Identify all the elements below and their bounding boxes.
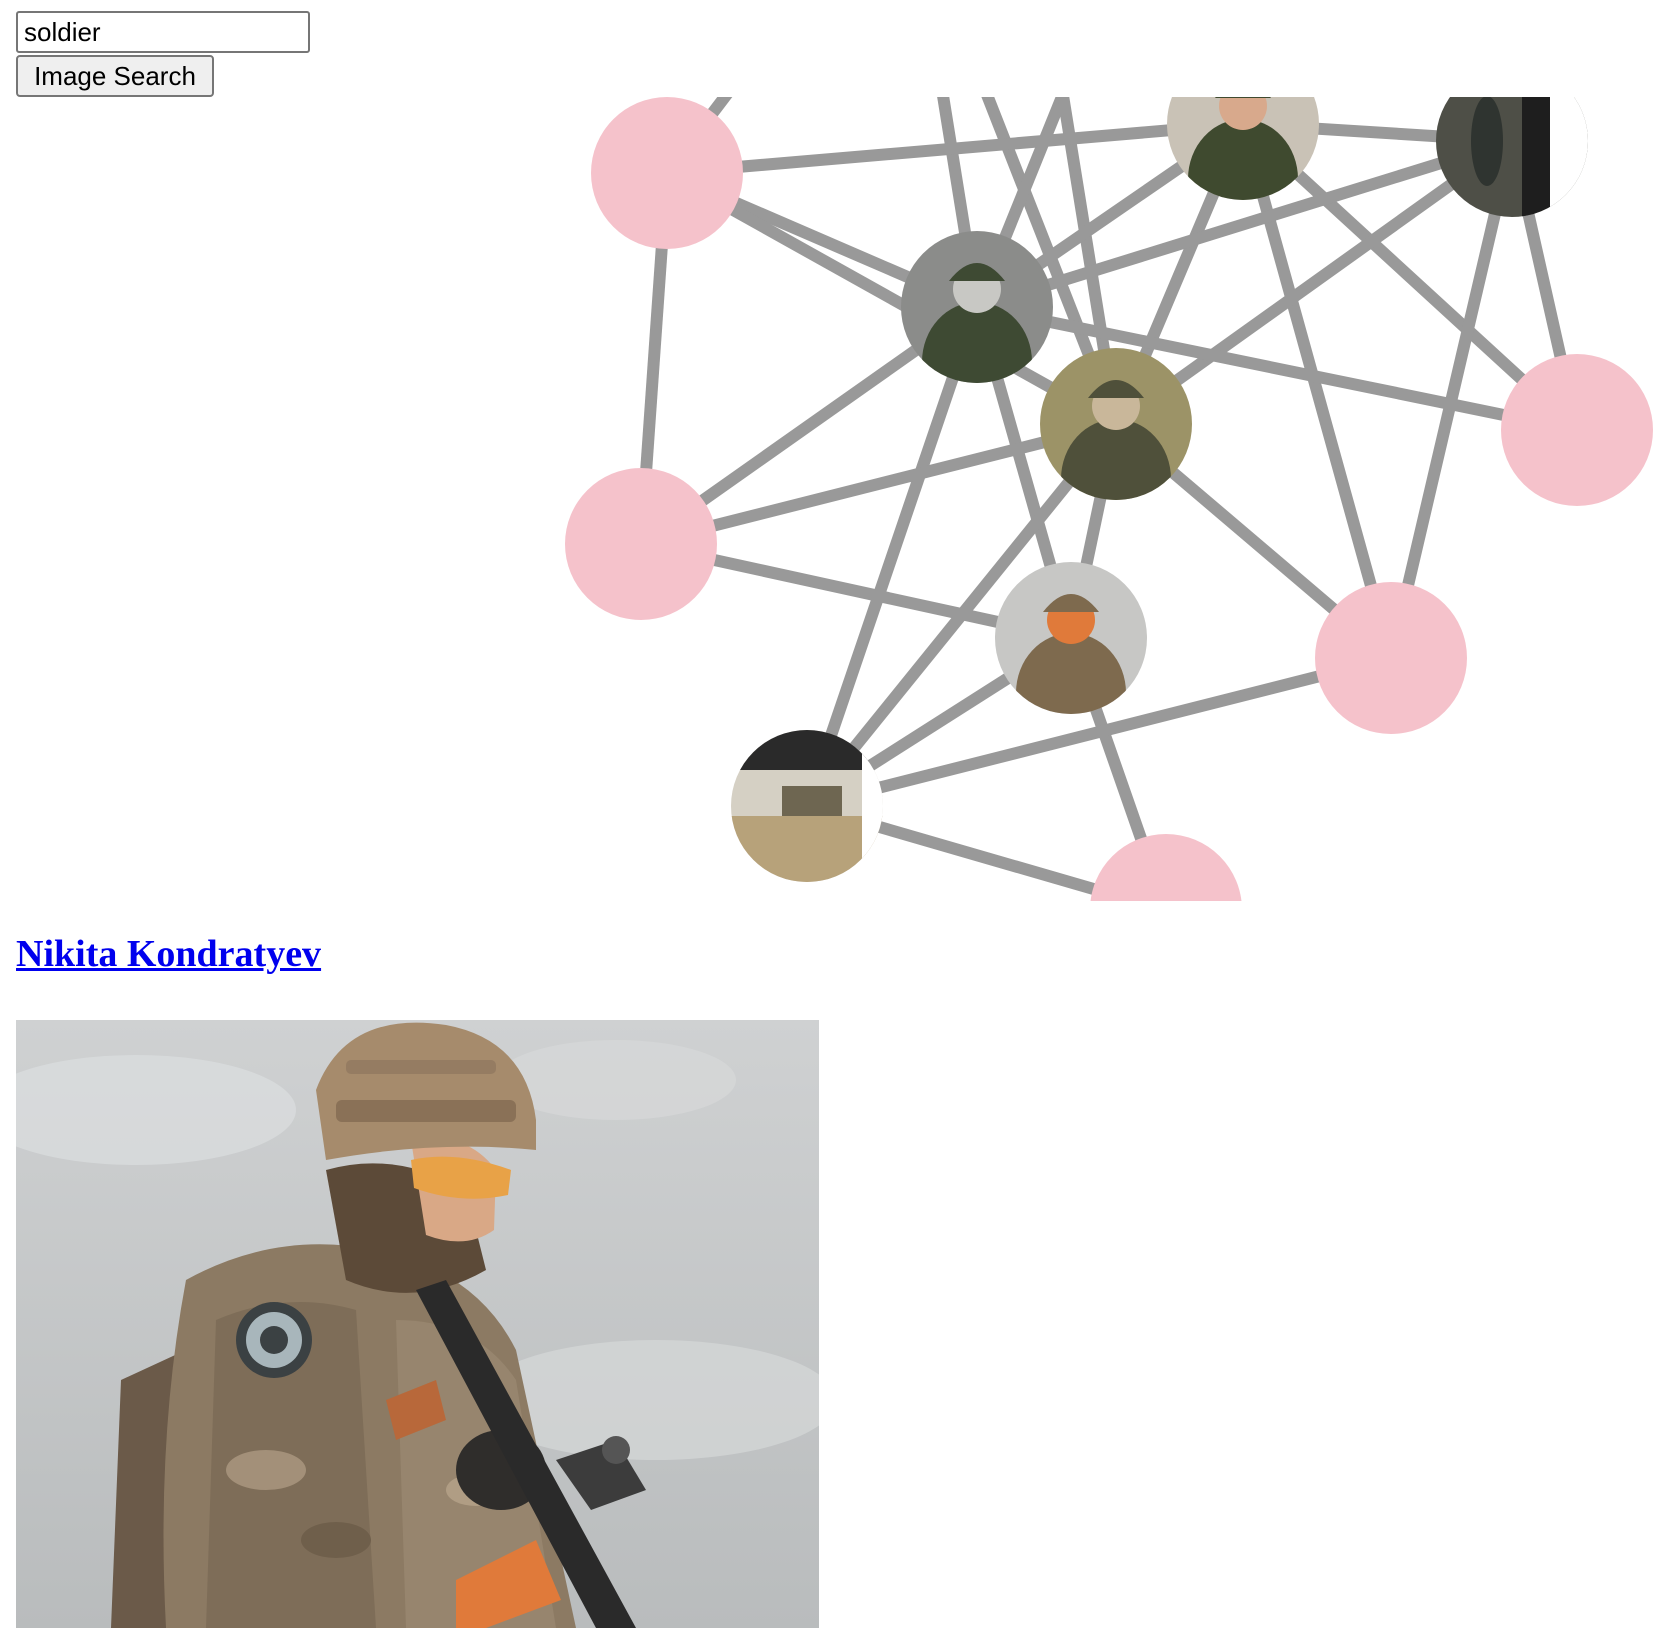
soldier-field-screenshot-photo[interactable] xyxy=(1436,97,1600,217)
graph-edge xyxy=(805,652,1393,812)
graph-node-circle[interactable] xyxy=(565,468,717,620)
graph-edge xyxy=(975,301,1579,436)
graph-node-circle[interactable] xyxy=(1501,354,1653,506)
graph-node-circle[interactable] xyxy=(1090,834,1242,901)
graph-node-placeholder[interactable] xyxy=(591,97,743,249)
graph-node-circle[interactable] xyxy=(591,97,743,249)
result-title: Nikita Kondratyev xyxy=(16,932,321,976)
graph-edge xyxy=(801,305,983,808)
military-tent-vehicle-photo[interactable] xyxy=(731,730,892,886)
graph-edge xyxy=(666,118,1244,179)
graph-node-placeholder[interactable] xyxy=(565,468,717,620)
image-search-button[interactable]: Image Search xyxy=(16,55,214,97)
graph-edge xyxy=(664,167,1119,430)
graph-edge xyxy=(639,418,1118,550)
graph-node-placeholder[interactable] xyxy=(1501,354,1653,506)
image-graph xyxy=(565,97,1653,901)
soldier-helmet-goggles-photo[interactable] xyxy=(1040,348,1192,539)
graph-nodes xyxy=(565,97,1653,901)
soldier-vest-photo[interactable] xyxy=(1167,97,1319,239)
graph-edge xyxy=(1112,136,1516,429)
soldier-gas-mask-photo[interactable] xyxy=(901,231,1053,422)
graph-node-placeholder[interactable] xyxy=(1090,834,1242,901)
graph-edge xyxy=(975,135,1514,313)
soldier-rifle-photo[interactable] xyxy=(995,562,1147,753)
graph-node-placeholder[interactable] xyxy=(1315,582,1467,734)
soldier-photo xyxy=(16,1020,819,1628)
graph-node-circle[interactable] xyxy=(1315,582,1467,734)
search-input[interactable] xyxy=(16,11,310,53)
result-title-link[interactable]: Nikita Kondratyev xyxy=(16,933,322,975)
